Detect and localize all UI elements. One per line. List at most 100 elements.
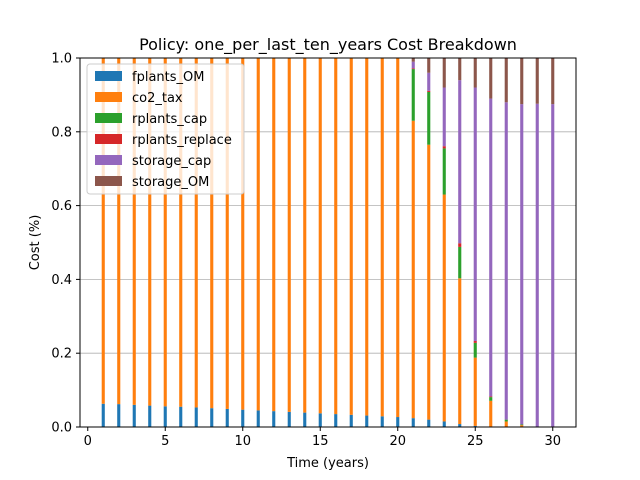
bar-segment: [442, 58, 446, 88]
bar-segment: [442, 194, 446, 422]
bar-segment: [551, 104, 555, 427]
bars: [101, 58, 555, 428]
bar-segment: [365, 58, 369, 416]
bar-segment: [194, 407, 198, 427]
bar-segment: [520, 104, 524, 425]
bar-segment: [473, 87, 477, 342]
bar-segment: [117, 58, 121, 405]
y-tick-label: 0.2: [51, 347, 72, 362]
bar-segment: [504, 58, 508, 103]
bar-segment: [427, 90, 431, 92]
y-axis-ticks: 0.0 0.2 0.4 0.6 0.8 1.0: [51, 52, 80, 436]
bar-segment: [458, 243, 462, 247]
legend-label: rplants_replace: [132, 133, 232, 148]
bar-segment: [148, 58, 152, 406]
bar-segment: [427, 91, 431, 145]
bar-segment: [179, 58, 183, 407]
bar-segment: [427, 58, 431, 73]
bar-segment: [101, 403, 105, 427]
chart-title: Policy: one_per_last_ten_years Cost Brea…: [139, 35, 517, 55]
bar-segment: [504, 419, 508, 422]
bar-segment: [427, 144, 431, 420]
bar-segment: [473, 357, 477, 426]
y-axis-label: Cost (%): [28, 215, 43, 271]
bar-segment: [442, 87, 446, 147]
bar-segment: [427, 419, 431, 427]
bar-segment: [411, 120, 415, 419]
legend-label: storage_cap: [132, 154, 211, 169]
bar-segment: [458, 80, 462, 244]
legend-label: co2_tax: [132, 91, 183, 106]
bar-segment: [334, 58, 338, 415]
legend: fplants_OM co2_tax rplants_cap rplants_repl…: [86, 63, 245, 195]
bar-segment: [427, 72, 431, 91]
legend-label: rplants_cap: [132, 112, 207, 127]
x-tick-label: 20: [389, 434, 406, 449]
bar-segment: [473, 58, 477, 88]
bar-segment: [411, 418, 415, 427]
bar-segment: [117, 404, 121, 427]
bar-segment: [380, 58, 384, 417]
bar-segment: [442, 421, 446, 427]
bar-segment: [504, 421, 508, 427]
bar-segment: [163, 406, 167, 427]
bar-segment: [396, 417, 400, 427]
legend-swatch: [95, 92, 122, 102]
bar-segment: [272, 58, 276, 412]
bar-segment: [489, 400, 493, 427]
bar-segment: [411, 61, 415, 69]
y-tick-label: 1.0: [51, 52, 72, 67]
bar-segment: [163, 58, 167, 407]
legend-swatch: [95, 155, 122, 165]
bar-segment: [148, 405, 152, 427]
y-tick-label: 0.4: [51, 273, 72, 288]
legend-box: [86, 63, 245, 195]
bar-segment: [489, 396, 493, 398]
bar-segment: [520, 424, 524, 426]
x-axis-label: Time (years): [286, 456, 369, 471]
bar-segment: [303, 412, 307, 427]
bar-segment: [334, 414, 338, 427]
bar-segment: [256, 410, 260, 427]
legend-swatch: [95, 113, 122, 123]
bar-segment: [101, 58, 105, 404]
bar-segment: [411, 69, 415, 121]
bar-segment: [365, 415, 369, 427]
bar-segment: [489, 397, 493, 401]
bar-segment: [442, 148, 446, 195]
bar-segment: [520, 425, 524, 427]
legend-label: storage_OM: [132, 175, 209, 190]
bar-segment: [504, 102, 508, 420]
bar-segment: [225, 58, 229, 409]
bar-segment: [551, 58, 555, 105]
bar-segment: [318, 58, 322, 414]
x-tick-label: 15: [312, 434, 329, 449]
bar-segment: [473, 342, 477, 358]
bar-segment: [535, 58, 539, 104]
bar-segment: [458, 278, 462, 425]
legend-swatch: [95, 134, 122, 144]
bar-segment: [411, 58, 415, 62]
y-tick-label: 0.0: [51, 421, 72, 436]
bar-segment: [303, 58, 307, 413]
bar-segment: [380, 416, 384, 427]
bar-segment: [132, 404, 136, 427]
bar-segment: [287, 58, 291, 412]
bar-segment: [318, 413, 322, 427]
bar-segment: [489, 58, 493, 99]
y-tick-label: 0.6: [51, 199, 72, 214]
x-tick-label: 30: [544, 434, 561, 449]
bar-segment: [179, 406, 183, 427]
bar-segment: [225, 408, 229, 427]
legend-swatch: [95, 71, 122, 81]
bar-segment: [349, 414, 353, 427]
legend-label: fplants_OM: [132, 70, 204, 85]
y-tick-label: 0.8: [51, 125, 72, 140]
x-tick-label: 25: [467, 434, 484, 449]
bar-segment: [256, 58, 260, 411]
plot-frame: [79, 57, 577, 428]
bar-segment: [520, 58, 524, 105]
bar-segment: [132, 58, 136, 405]
legend-swatch: [95, 176, 122, 186]
